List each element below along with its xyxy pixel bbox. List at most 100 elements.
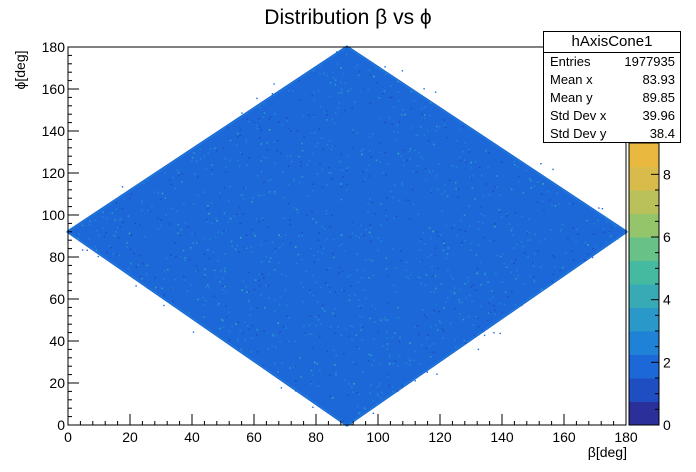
heatmap-cell	[422, 309, 424, 311]
heatmap-cell	[326, 74, 328, 77]
heatmap-cell	[349, 236, 352, 238]
heatmap-cell	[170, 288, 172, 291]
heatmap-cell	[286, 315, 289, 317]
heatmap-cell	[401, 184, 404, 186]
heatmap-cell	[458, 288, 461, 291]
heatmap-cell	[244, 246, 246, 249]
stats-value: 1977935	[624, 54, 675, 69]
heatmap-cell	[322, 304, 324, 307]
heatmap-cell	[220, 270, 222, 273]
heatmap-cell	[514, 304, 516, 306]
heatmap-cell	[536, 181, 539, 183]
heatmap-cell	[447, 296, 449, 299]
heatmap-cell	[447, 269, 449, 272]
heatmap-cell	[481, 174, 483, 177]
heatmap-cell	[508, 223, 511, 225]
heatmap-cell	[368, 258, 371, 261]
heatmap-cell	[420, 344, 423, 346]
heatmap-cell	[481, 329, 484, 332]
y-tick-label: 120	[42, 165, 66, 181]
heatmap-cell	[350, 88, 352, 90]
heatmap-cell	[255, 218, 258, 220]
heatmap-cell	[202, 316, 205, 318]
heatmap-cell	[320, 66, 323, 68]
heatmap-cell	[372, 412, 375, 414]
heatmap-cell	[161, 287, 163, 290]
heatmap-cell	[397, 131, 399, 134]
heatmap-cell	[575, 228, 578, 231]
heatmap-cell	[424, 114, 426, 116]
heatmap-cell	[130, 234, 133, 237]
heatmap-cell	[242, 280, 244, 282]
heatmap-cell	[186, 290, 189, 292]
heatmap-cell	[479, 261, 481, 263]
heatmap-cell	[522, 245, 525, 248]
heatmap-cell	[405, 269, 408, 272]
heatmap-cell	[459, 128, 461, 131]
heatmap-cell	[241, 153, 243, 156]
heatmap-cell	[514, 212, 517, 214]
heatmap-cell	[312, 218, 314, 220]
heatmap-cell	[462, 318, 465, 321]
heatmap-cell	[532, 276, 535, 278]
heatmap-cell	[358, 299, 360, 301]
heatmap-cell	[416, 325, 419, 327]
heatmap-cell	[343, 290, 345, 292]
heatmap-cell	[311, 347, 314, 350]
heatmap-cell	[352, 325, 354, 328]
heatmap-cell	[360, 150, 363, 152]
heatmap-cell	[608, 230, 611, 233]
heatmap-cell	[407, 356, 409, 359]
heatmap-cell	[263, 277, 265, 279]
heatmap-cell	[221, 288, 224, 291]
heatmap-cell	[504, 291, 507, 293]
heatmap-cell	[247, 290, 250, 293]
heatmap-cell	[587, 244, 589, 246]
heatmap-cell	[343, 250, 346, 252]
heatmap-cell	[284, 289, 287, 292]
heatmap-cell	[260, 244, 262, 246]
heatmap-cell	[489, 311, 491, 313]
heatmap-cell	[362, 148, 364, 151]
heatmap-cell	[256, 97, 258, 100]
heatmap-cell	[434, 91, 437, 93]
heatmap-cell	[486, 319, 489, 322]
heatmap-cell	[250, 246, 253, 249]
heatmap-cell	[452, 277, 455, 280]
heatmap-cell	[465, 296, 468, 299]
heatmap-cell	[413, 99, 415, 102]
heatmap-cell	[309, 315, 312, 318]
heatmap-cell	[459, 301, 461, 304]
heatmap-cell	[372, 400, 374, 402]
heatmap-cell	[325, 210, 328, 212]
heatmap-cell	[320, 286, 322, 289]
heatmap-cell	[382, 345, 385, 347]
heatmap-cell	[207, 205, 209, 207]
heatmap-cell	[421, 107, 423, 110]
heatmap-cell	[81, 224, 84, 227]
heatmap-cell	[315, 145, 318, 147]
heatmap-cell	[460, 219, 462, 222]
heatmap-cell	[468, 151, 471, 154]
x-tick-label: 20	[122, 429, 138, 445]
heatmap-cell	[266, 226, 269, 229]
heatmap-cell	[160, 219, 162, 221]
heatmap-cell	[471, 186, 474, 189]
heatmap-cell	[184, 279, 187, 281]
y-tick-label: 80	[49, 249, 65, 265]
heatmap-cell	[334, 79, 337, 81]
heatmap-cell	[250, 351, 252, 353]
heatmap-cell	[308, 324, 311, 326]
heatmap-cell	[382, 171, 384, 174]
heatmap-cell	[115, 201, 117, 204]
heatmap-cell	[503, 303, 506, 306]
heatmap-cell	[351, 232, 354, 234]
heatmap-cell	[335, 111, 337, 114]
heatmap-cell	[411, 170, 414, 173]
heatmap-cell	[251, 201, 253, 203]
heatmap-cell	[271, 93, 274, 95]
heatmap-cell	[312, 294, 315, 297]
heatmap-cell	[488, 302, 490, 305]
heatmap-cell	[515, 278, 517, 280]
heatmap-cell	[191, 232, 193, 235]
